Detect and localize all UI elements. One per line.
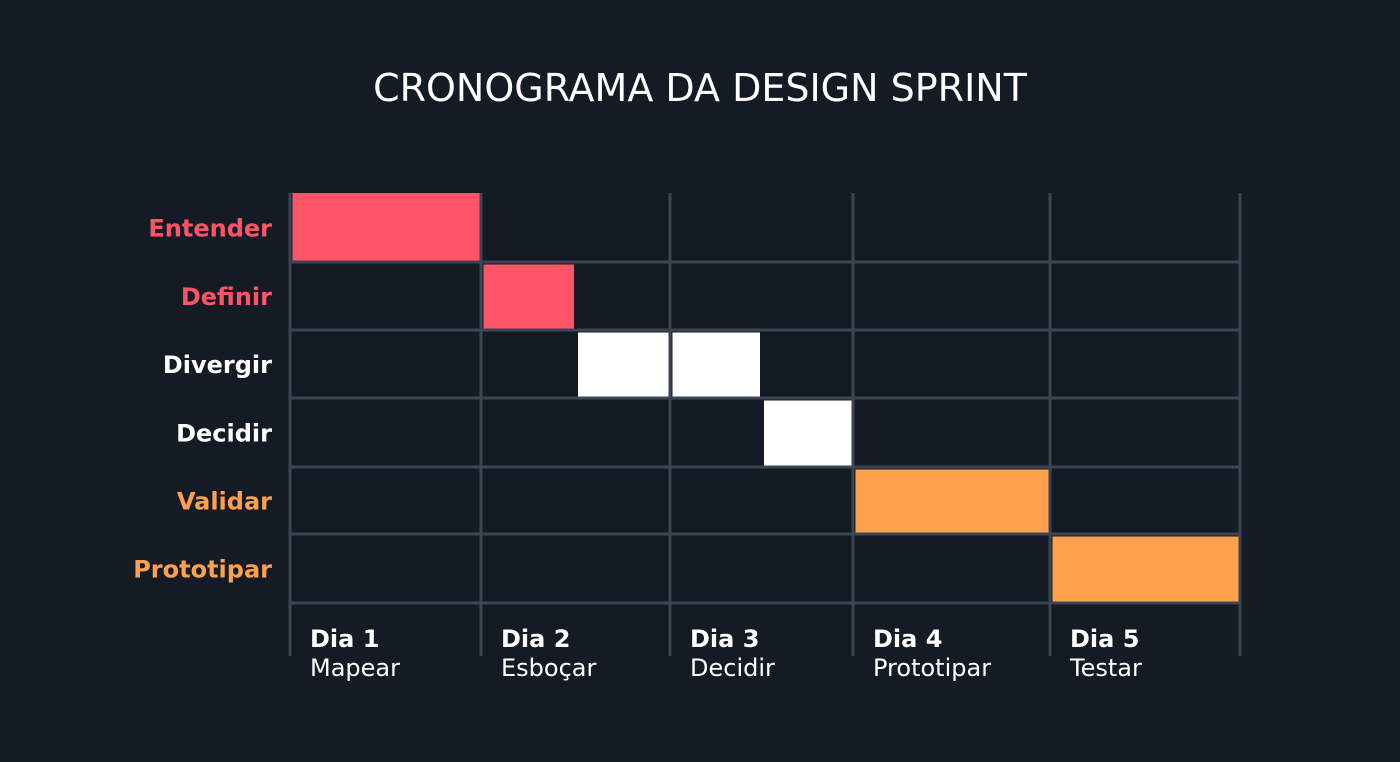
- day-activity: Prototipar: [873, 654, 991, 682]
- day-activity: Testar: [1069, 654, 1142, 682]
- day-title: Dia 5: [1070, 625, 1139, 653]
- day-activity: Decidir: [690, 654, 775, 682]
- task-bars: [292, 193, 1239, 602]
- day-title: Dia 2: [501, 625, 570, 653]
- row-labels: Entender Definir Divergir Decidir Validar Pro…: [133, 215, 272, 584]
- day-title: Dia 1: [310, 625, 379, 653]
- row-label-entender: Entender: [148, 215, 272, 243]
- page-title: CRONOGRAMA DA DESIGN SPRINT: [373, 66, 1027, 110]
- row-label-prototipar: Prototipar: [133, 556, 272, 584]
- task-bar-decidir: [764, 400, 852, 466]
- day-title: Dia 3: [690, 625, 759, 653]
- task-bar-validar: [855, 469, 1049, 533]
- grid-lines: [288, 193, 1242, 656]
- task-bar-prototipar: [1052, 536, 1239, 602]
- day-title: Dia 4: [873, 625, 942, 653]
- task-bar-entender: [292, 193, 480, 261]
- task-bar-divergir: [672, 332, 760, 397]
- row-label-divergir: Divergir: [163, 351, 272, 379]
- day-activity: Mapear: [310, 654, 400, 682]
- task-bar-definir: [483, 264, 574, 329]
- day-activity: Esboçar: [501, 654, 596, 682]
- row-label-definir: Definir: [181, 283, 272, 311]
- row-label-validar: Validar: [177, 488, 272, 516]
- row-label-decidir: Decidir: [176, 420, 272, 448]
- task-bar-divergir: [578, 332, 669, 397]
